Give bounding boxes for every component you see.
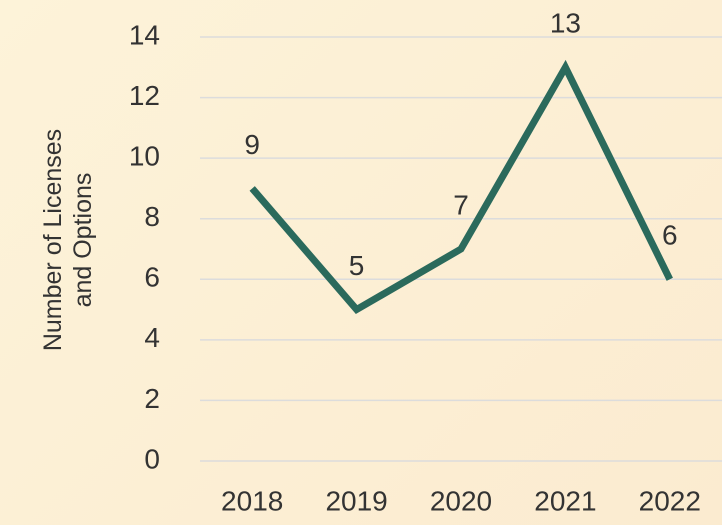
data-label: 5: [349, 250, 365, 281]
data-label: 13: [550, 8, 581, 39]
y-tick-label: 14: [129, 19, 160, 50]
y-tick-label: 8: [144, 201, 160, 232]
y-tick-label: 12: [129, 80, 160, 111]
y-tick-label: 10: [129, 141, 160, 172]
x-tick-label: 2020: [430, 485, 492, 516]
data-label: 7: [453, 189, 469, 220]
y-tick-label: 4: [144, 322, 160, 353]
x-tick-label: 2022: [639, 485, 701, 516]
y-tick-label: 6: [144, 262, 160, 293]
x-tick-label: 2018: [221, 485, 283, 516]
y-tick-label: 0: [144, 443, 160, 474]
x-tick-label: 2021: [534, 485, 596, 516]
data-label: 6: [662, 220, 678, 251]
y-tick-label: 2: [144, 383, 160, 414]
line-series: [249, 59, 673, 315]
data-label: 9: [244, 129, 260, 160]
x-tick-label: 2019: [325, 485, 387, 516]
